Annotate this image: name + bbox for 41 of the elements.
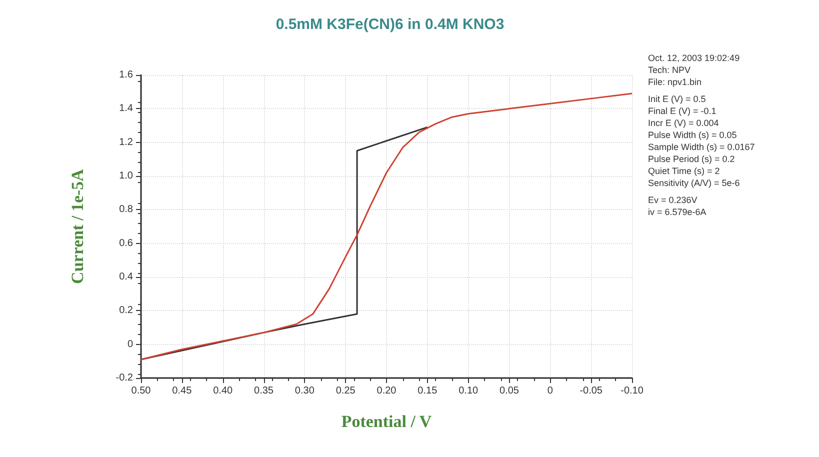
x-tick-label: 0.25 bbox=[336, 386, 356, 396]
x-tick-label: 0.35 bbox=[254, 386, 274, 396]
x-tick-label: 0.30 bbox=[294, 386, 315, 396]
text: Sensitivity (A/V) = 5e-6 bbox=[648, 177, 741, 189]
x-tick-label: 0.20 bbox=[376, 386, 397, 396]
chart-title: 0.5mM K3Fe(CN)6 in 0.4M KNO3 bbox=[276, 16, 504, 33]
text: Oct. 12, 2003 19:02:49 bbox=[648, 52, 741, 64]
text: Ev = 0.236V bbox=[648, 194, 698, 206]
text: iv = 6.579e-6A bbox=[648, 206, 708, 218]
y-axis-title: Current / 1e-5A bbox=[68, 168, 87, 284]
text: Pulse Period (s) = 0.2 bbox=[648, 153, 736, 165]
x-tick-label: 0.10 bbox=[458, 386, 478, 396]
text: File: npv1.bin bbox=[648, 76, 703, 88]
y-tick-label: 0.6 bbox=[119, 238, 134, 249]
x-tick-label: 0.15 bbox=[418, 386, 438, 396]
x-tick-label: 0.45 bbox=[172, 386, 192, 396]
x-axis-title: Potential / V bbox=[341, 412, 432, 431]
x-tick-label: -0.05 bbox=[580, 386, 603, 396]
text: Tech: NPV bbox=[648, 64, 692, 76]
y-tick-label: 0.4 bbox=[119, 272, 134, 282]
text: Incr E (V) = 0.004 bbox=[648, 117, 720, 129]
y-tick-label: 0.2 bbox=[119, 305, 134, 316]
x-tick-label: 0 bbox=[547, 386, 554, 396]
y-tick-label: 1.4 bbox=[119, 103, 134, 114]
y-tick-label: 1.6 bbox=[119, 70, 134, 80]
y-tick-label: -0.2 bbox=[116, 372, 134, 384]
line-series bbox=[140, 92, 633, 360]
x-tick-label: -0.10 bbox=[620, 386, 644, 396]
y-tick-label: 0 bbox=[127, 338, 134, 350]
y-tick-label: 0.8 bbox=[119, 204, 134, 216]
text: Final E (V) = -0.1 bbox=[648, 105, 718, 117]
line-series bbox=[140, 126, 428, 360]
x-tick-label: 0.50 bbox=[131, 386, 152, 396]
x-tick-label: 0.40 bbox=[213, 386, 233, 396]
text: Pulse Width (s) = 0.05 bbox=[648, 129, 738, 141]
y-tick-label: 1.0 bbox=[119, 170, 134, 182]
y-tick-label: 1.2 bbox=[119, 136, 134, 148]
text: Quiet Time (s) = 2 bbox=[648, 165, 721, 177]
x-tick-label: 0.05 bbox=[500, 386, 520, 396]
text: Init E (V) = 0.5 bbox=[648, 93, 707, 105]
text: Sample Width (s) = 0.0167 bbox=[648, 141, 755, 153]
